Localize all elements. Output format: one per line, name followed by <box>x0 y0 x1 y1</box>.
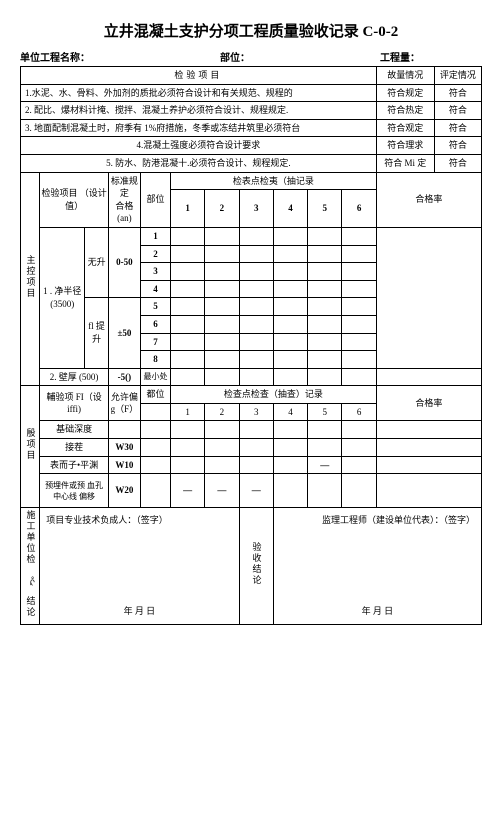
gr3-label: 预埋件或预 血孔中心线 偏移 <box>40 474 109 508</box>
r1-sub1: 无升 <box>85 227 109 297</box>
section-label: 部位： <box>220 49 380 64</box>
top-row-3-a: 符合 <box>434 137 481 155</box>
check-item-header: 检验项目 <box>21 67 377 85</box>
gcol-3: 3 <box>239 403 273 421</box>
page-title: 立井混凝土支护分项工程质量验收记录 C-0-2 <box>20 20 482 41</box>
top-row-1-a: 符合 <box>434 102 481 120</box>
r1-n7: 7 <box>141 333 171 351</box>
col-4: 4 <box>273 190 307 228</box>
top-row-4: 5. 防水、防港混凝十.必须符合设计、规程规定. <box>21 154 377 172</box>
unit-side: 施工单位检 ᡭ 结论 <box>21 508 40 625</box>
assess-header: 评定情况 <box>434 67 481 85</box>
top-row-0-s: 符合规定 <box>376 84 434 102</box>
situation-header: 故量情况 <box>376 67 434 85</box>
test-item-label: 检验项目 （设计值） <box>40 172 109 227</box>
gen-check-record: 检查点检查（抽查）记录 <box>171 386 377 404</box>
gr3-d1: — <box>171 474 205 508</box>
col-3: 3 <box>239 190 273 228</box>
gen-side: 殷项目 <box>21 386 40 508</box>
pass-rate-header: 合格率 <box>376 172 481 227</box>
top-row-1: 2. 配比、爆材料计掩、搅拌、混凝土养护必须符合设计、规程规定. <box>21 102 377 120</box>
col-2: 2 <box>205 190 239 228</box>
r2-val: -5() <box>108 368 140 386</box>
col-6: 6 <box>342 190 376 228</box>
r2-label: 2. 壁厚 (500) <box>40 368 109 386</box>
col-5: 5 <box>308 190 342 228</box>
gen-test-item: 輔验项 FI（设iffi) <box>40 386 109 421</box>
gcol-6: 6 <box>342 403 376 421</box>
top-row-0-a: 符合 <box>434 84 481 102</box>
gr3-val: W20 <box>108 474 140 508</box>
gen-allow: 允许偏g（F） <box>108 386 140 421</box>
gcol-5: 5 <box>308 403 342 421</box>
r1-n6: 6 <box>141 315 171 333</box>
gen-section: 都位 <box>141 386 171 404</box>
r1-n2: 2 <box>141 245 171 263</box>
header-row: 单位工程名称： 部位： 工程量： <box>20 49 482 64</box>
section-col: 部位 <box>141 172 171 227</box>
top-row-4-s: 符合 Mi 定 <box>376 154 434 172</box>
gr3-d3: — <box>239 474 273 508</box>
std-label: 标准规定合格(an) <box>108 172 140 227</box>
top-row-3-s: 符合理求 <box>376 137 434 155</box>
gr0-val <box>108 421 140 439</box>
tech-sign-box: 项目专业技术负成人：（签字） 年 月 日 <box>40 508 239 625</box>
gr1-val: W30 <box>108 439 140 457</box>
accept-side: 验收结论 <box>239 508 273 625</box>
top-row-3: 4.混凝土强度必须符合设计要求 <box>21 137 377 155</box>
r1-n5: 5 <box>141 298 171 316</box>
top-row-2-s: 符合观定 <box>376 119 434 137</box>
col-1: 1 <box>171 190 205 228</box>
main-table: 检验项目 故量情况 评定情况 1.水泥、水、骨料、外加剂的质批必须符合设计和有关… <box>20 66 482 625</box>
r1-val1: 0-50 <box>108 227 140 297</box>
gr2-dash: — <box>308 456 342 474</box>
supervisor-sign-box: 监理工程师（建设单位代表）：（签字） 年 月 日 <box>273 508 481 625</box>
r1-sub2: fl 提升 <box>85 298 109 368</box>
gr2-label: 表而子•平渊 <box>40 456 109 474</box>
r1-pass <box>376 227 481 368</box>
gcol-4: 4 <box>273 403 307 421</box>
main-side: 主控项目 <box>21 172 40 386</box>
unit-label: 单位工程名称： <box>20 49 220 64</box>
r1-label: 1 . 净半径(3500) <box>40 227 85 368</box>
r1-n8: 8 <box>141 351 171 369</box>
r1-n4: 4 <box>141 280 171 298</box>
r2-note: 最小处 <box>141 368 171 386</box>
r1-n3: 3 <box>141 263 171 281</box>
top-row-1-s: 符合热定 <box>376 102 434 120</box>
top-row-4-a: 符合 <box>434 154 481 172</box>
gen-pass-rate: 合格率 <box>376 386 481 421</box>
top-row-2-a: 符合 <box>434 119 481 137</box>
check-record-header: 检表点检夷（抽记录 <box>171 172 377 190</box>
gr0-label: 基础深度 <box>40 421 109 439</box>
gr3-d2: — <box>205 474 239 508</box>
r1-n1: 1 <box>141 227 171 245</box>
top-row-0: 1.水泥、水、骨料、外加剂的质批必须符合设计和有关规范、规程的 <box>21 84 377 102</box>
gcol-1: 1 <box>171 403 205 421</box>
gr2-val: W10 <box>108 456 140 474</box>
qty-label: 工程量： <box>380 49 482 64</box>
gr1-label: 接茬 <box>40 439 109 457</box>
gcol-2: 2 <box>205 403 239 421</box>
r1-val2: ±50 <box>108 298 140 368</box>
top-row-2: 3. 地面配制混凝土时，府季有 1%府措施，冬季或冻结井筑里必须符台 <box>21 119 377 137</box>
